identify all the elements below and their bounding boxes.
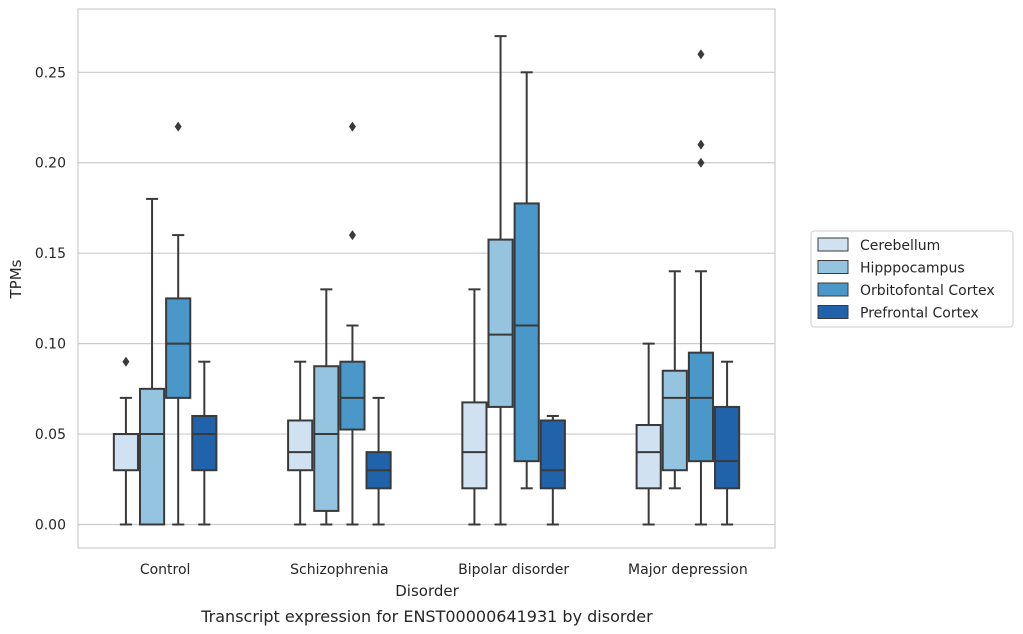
legend-frame (810, 230, 1014, 328)
box-cerebellum-bipolar-disorder (461, 288, 488, 526)
iqr-box (339, 360, 366, 431)
iqr-box (313, 365, 340, 512)
y-tick-label: 0.25 (35, 65, 66, 81)
iqr-box (112, 433, 139, 472)
box-prefrontal-cortex-schizophrenia (365, 396, 392, 526)
outlier-point (122, 356, 130, 367)
box-hipppocampus-major-depression (661, 270, 688, 490)
legend-label: Cerebellum (860, 238, 940, 254)
y-tick-label: 0.00 (35, 517, 66, 533)
legend-item: Cerebellum (817, 237, 940, 254)
legend-label: Hipppocampus (860, 261, 965, 277)
outlier-point (174, 121, 182, 132)
x-axis-label: Disorder (395, 582, 459, 600)
iqr-box (287, 419, 314, 472)
box-hipppocampus-control (138, 197, 166, 526)
legend-item: Orbitofontal Cortex (817, 282, 995, 299)
x-tick-label: Bipolar disorder (458, 562, 569, 578)
iqr-box (165, 297, 192, 399)
x-tick-label: Schizophrenia (290, 562, 388, 578)
legend-item: Hipppocampus (817, 260, 965, 277)
iqr-box (138, 387, 166, 526)
x-tick-labels: Control Schizophrenia Bipolar disorder Majo… (140, 562, 748, 578)
legend-item: Prefrontal Cortex (817, 305, 979, 322)
legend-swatch (817, 237, 849, 252)
x-tick-label: Major depression (628, 562, 748, 578)
box-cerebellum-schizophrenia (287, 360, 314, 526)
outlier-point (697, 139, 705, 150)
legend-swatch (817, 282, 849, 297)
iqr-box (661, 369, 688, 472)
iqr-box (714, 405, 741, 490)
outlier-point (348, 121, 356, 132)
box-orbitofontal-cortex-major-depression (687, 49, 715, 526)
y-tick-label: 0.20 (35, 156, 66, 172)
outlier-point (348, 230, 356, 241)
box-orbitofontal-cortex-bipolar-disorder (513, 71, 540, 490)
box-prefrontal-cortex-bipolar-disorder (539, 414, 566, 526)
box-hipppocampus-schizophrenia (313, 288, 340, 526)
outlier-point (697, 157, 705, 168)
iqr-box (687, 351, 715, 463)
outlier-point (697, 49, 705, 60)
iqr-box (487, 238, 514, 408)
y-tick-label: 0.05 (35, 427, 66, 443)
y-tick-labels: 0.00 0.05 0.10 0.15 0.20 0.25 (35, 65, 66, 533)
legend-swatch (817, 260, 849, 274)
y-tick-label: 0.10 (35, 337, 66, 353)
y-axis-label: TPMs (7, 259, 25, 299)
iqr-box (635, 424, 662, 490)
figure-caption: Transcript expression for ENST0000064193… (200, 607, 653, 626)
box-prefrontal-cortex-major-depression (714, 360, 741, 526)
legend-swatch (817, 305, 849, 319)
iqr-box (461, 401, 488, 490)
box-hipppocampus-bipolar-disorder (487, 35, 514, 526)
iqr-box (513, 202, 540, 463)
box-orbitofontal-cortex-control (165, 121, 192, 526)
legend: Cerebellum Hipppocampus Orbitofontal Corte… (810, 230, 1014, 328)
box-orbitofontal-cortex-schizophrenia (339, 121, 366, 526)
iqr-box (191, 414, 218, 472)
x-tick-label: Control (140, 562, 191, 578)
box-cerebellum-major-depression (635, 342, 662, 526)
legend-items: Cerebellum Hipppocampus Orbitofontal Corte… (817, 237, 995, 322)
legend-label: Orbitofontal Cortex (860, 283, 995, 299)
box-cerebellum-control (112, 356, 139, 526)
legend-label: Prefrontal Cortex (860, 306, 979, 322)
box-layer (112, 35, 741, 526)
y-tick-label: 0.15 (35, 246, 66, 262)
iqr-box (539, 419, 566, 490)
box-prefrontal-cortex-control (191, 360, 218, 526)
plot-frame (77, 8, 776, 549)
